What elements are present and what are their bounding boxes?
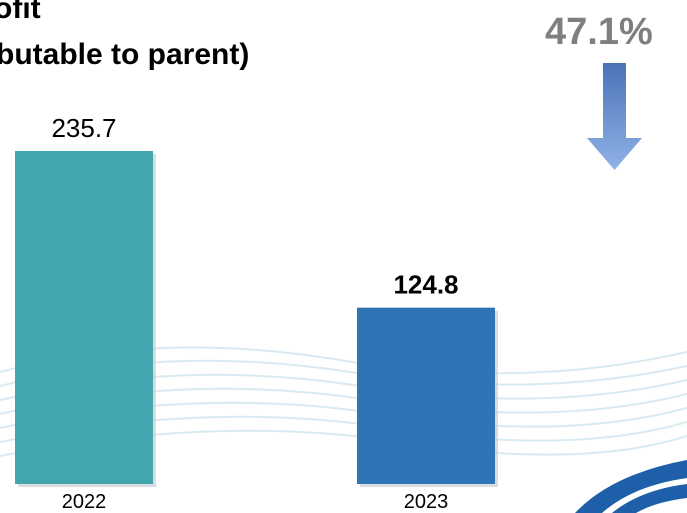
category-label-2023: 2023	[404, 491, 449, 513]
bar-2023	[357, 307, 495, 484]
value-label-2023: 124.8	[393, 270, 458, 300]
category-label-2022: 2022	[62, 491, 107, 513]
change-percentage: 47.1%	[545, 11, 653, 53]
chart-title-line-1: ofit	[0, 0, 41, 25]
bar-2022	[15, 151, 153, 484]
value-label-2022: 235.7	[51, 113, 116, 143]
chart-title-line-2: butable to parent)	[0, 38, 250, 71]
